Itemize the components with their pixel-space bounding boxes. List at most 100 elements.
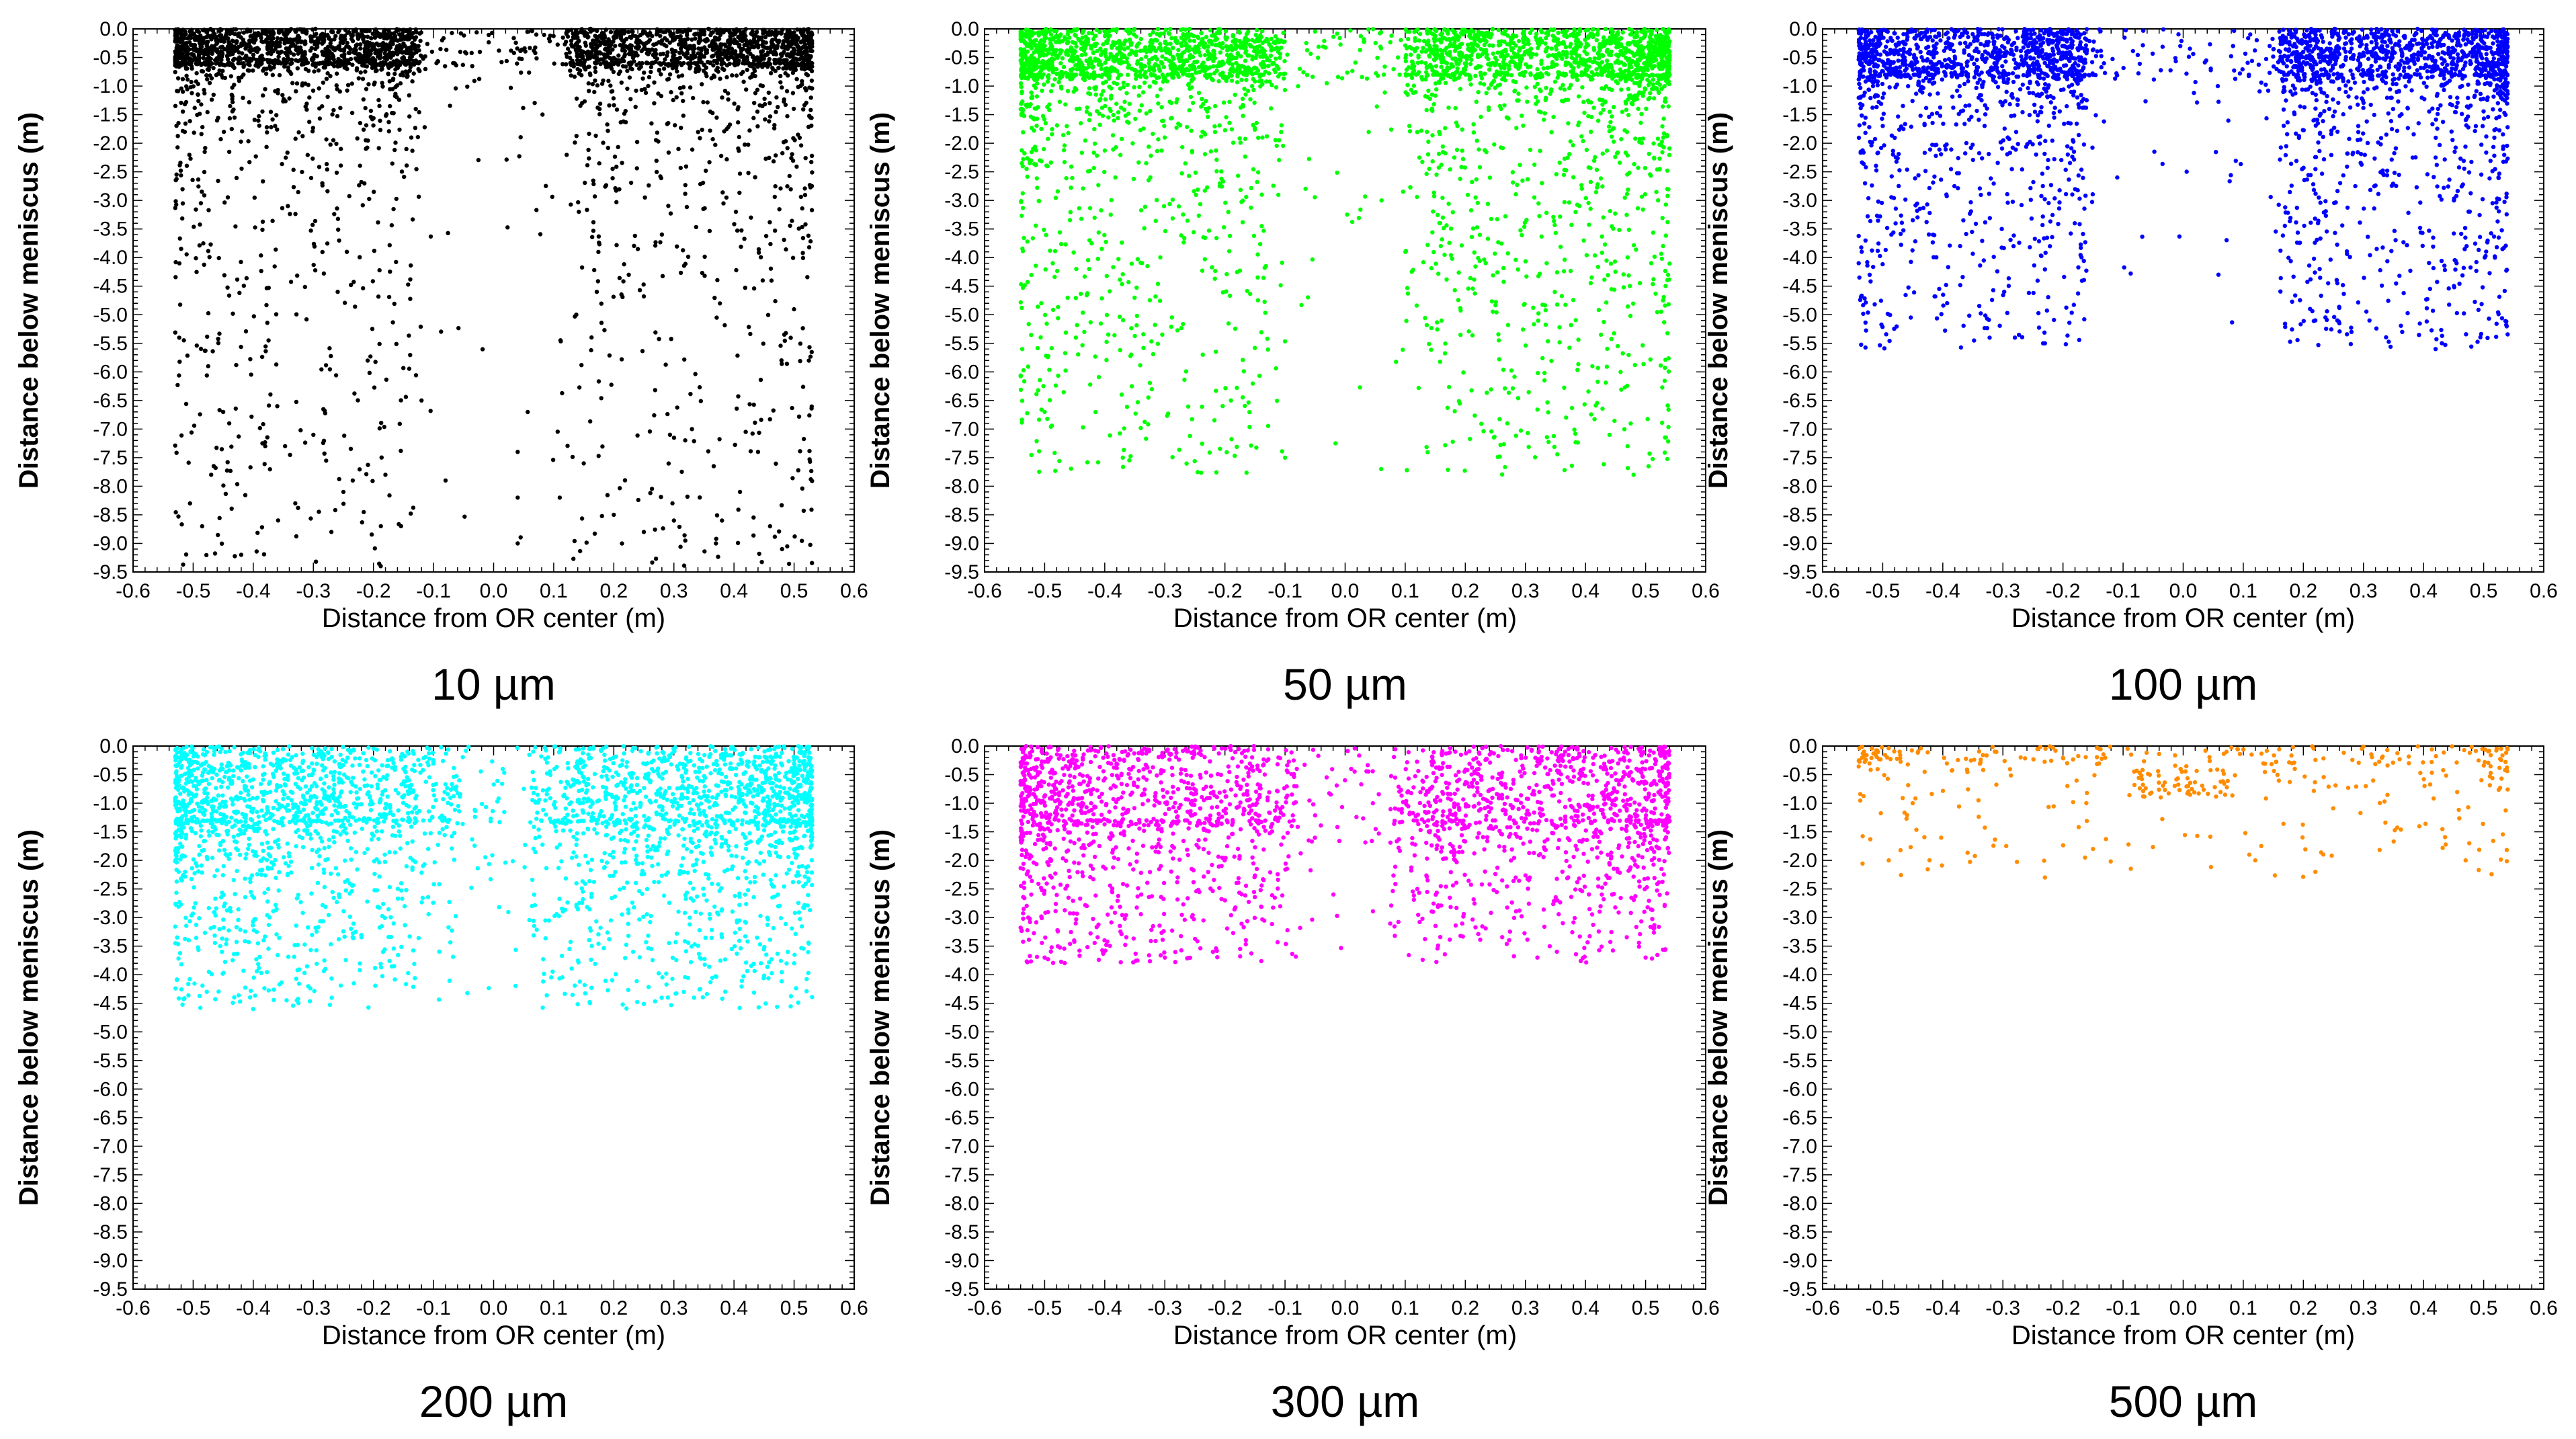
scatter-point (808, 95, 813, 100)
scatter-point (241, 65, 246, 69)
scatter-point (592, 531, 597, 536)
scatter-point (597, 107, 602, 112)
scatter-point (679, 73, 685, 78)
scatter-point (534, 208, 539, 212)
scatter-point (385, 62, 390, 67)
x-tick-label: 0.1 (540, 580, 568, 602)
scatter-point (198, 412, 202, 417)
scatter-point (751, 40, 757, 44)
scatter-point (196, 184, 201, 189)
x-axis-label: Distance from OR center (m) (1173, 604, 1517, 633)
scatter-point (685, 254, 691, 259)
scatter-point (560, 390, 565, 396)
scatter-point (372, 546, 377, 551)
scatter-point (363, 106, 368, 111)
scatter-point (1263, 311, 1268, 315)
scatter-point (807, 38, 813, 43)
scatter-point (755, 87, 760, 92)
scatter-point (173, 206, 177, 210)
scatter-point (636, 497, 640, 503)
scatter-point (314, 32, 319, 36)
scatter-point (325, 94, 330, 99)
scatter-point (1065, 89, 1071, 93)
scatter-point (477, 50, 483, 54)
scatter-point (263, 349, 268, 354)
scatter-point (320, 249, 325, 255)
scatter-point (225, 460, 230, 464)
scatter-point (744, 87, 749, 92)
y-tick-label: -7.0 (93, 418, 128, 440)
y-tick-label: 0.0 (99, 18, 128, 40)
scatter-point (770, 65, 775, 71)
scatter-point (410, 40, 415, 46)
scatter-point (801, 508, 806, 513)
scatter-point (304, 317, 309, 322)
scatter-point (365, 358, 370, 363)
scatter-point (1333, 441, 1338, 446)
scatter-point (339, 147, 343, 151)
scatter-point (683, 164, 689, 169)
scatter-point (1620, 351, 1625, 356)
scatter-point (204, 552, 209, 558)
scatter-point (323, 411, 328, 416)
scatter-point (1138, 363, 1142, 368)
scatter-point (364, 64, 369, 69)
scatter-point (307, 120, 312, 124)
scatter-point (810, 561, 815, 565)
scatter-point (217, 516, 222, 520)
scatter-point (341, 489, 346, 495)
scatter-point (1120, 240, 1124, 245)
scatter-point (329, 30, 334, 34)
scatter-point (400, 50, 405, 55)
scatter-point (1536, 318, 1540, 323)
scatter-point (1274, 85, 1279, 90)
scatter-point (394, 196, 399, 202)
scatter-point (363, 69, 368, 74)
scatter-point (785, 146, 790, 151)
scatter-point (374, 68, 379, 73)
y-tick-label: 0.0 (951, 18, 979, 40)
scatter-point (358, 46, 363, 51)
scatter-point (1118, 347, 1122, 353)
scatter-point (214, 118, 220, 123)
scatter-point (251, 314, 256, 319)
scatter-point (1435, 320, 1440, 325)
scatter-point (619, 292, 624, 297)
scatter-point (1149, 153, 1153, 158)
scatter-point (567, 55, 573, 60)
scatter-point (596, 249, 601, 254)
scatter-point (588, 419, 593, 424)
scatter-point (1477, 259, 1482, 263)
scatter-point (668, 211, 673, 216)
scatter-point (201, 50, 206, 54)
scatter-point (674, 95, 679, 99)
scatter-point (802, 192, 808, 198)
scatter-point (190, 52, 194, 56)
scatter-point (784, 362, 790, 366)
scatter-point (665, 53, 669, 58)
scatter-point (1219, 169, 1224, 174)
scatter-point (683, 192, 688, 196)
scatter-point (274, 362, 279, 367)
scatter-point (796, 468, 801, 472)
scatter-point (295, 273, 300, 278)
scatter-point (715, 65, 720, 71)
scatter-point (204, 40, 209, 44)
scatter-point (726, 97, 731, 102)
scatter-point (641, 282, 646, 287)
scatter-point (751, 61, 756, 66)
scatter-point (1381, 72, 1386, 77)
scatter-point (1452, 288, 1457, 292)
scatter-point (511, 36, 516, 40)
scatter-point (253, 154, 258, 159)
scatter-point (407, 366, 412, 371)
y-tick-label: -7.0 (944, 418, 979, 440)
scatter-point (296, 130, 301, 135)
scatter-point (704, 65, 709, 70)
scatter-point (597, 101, 603, 106)
scatter-point (799, 52, 804, 57)
scatter-point (243, 493, 248, 497)
scatter-point (659, 495, 663, 499)
scatter-point (394, 46, 400, 50)
scatter-point (311, 241, 317, 247)
